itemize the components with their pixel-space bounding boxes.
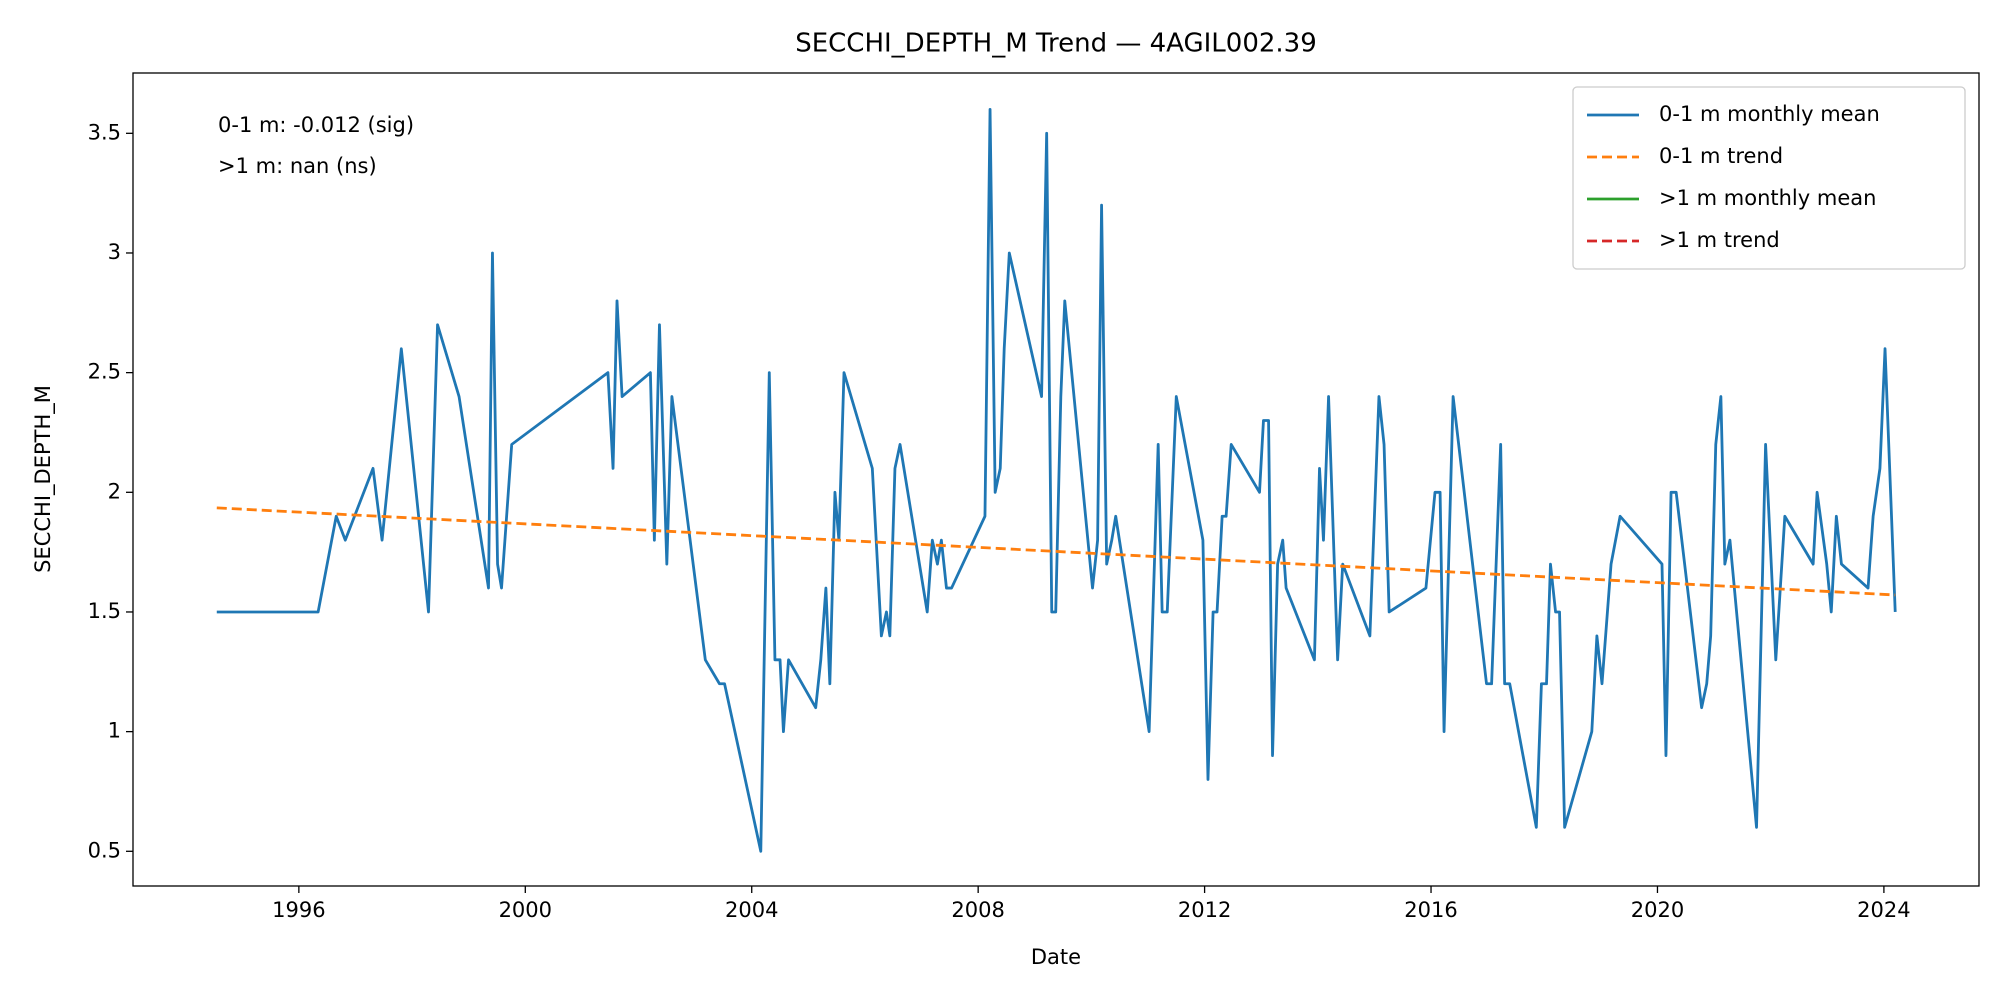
x-tick-label: 2008 (951, 898, 1004, 922)
annotation: 0-1 m: -0.012 (sig) (218, 113, 414, 137)
x-tick-label: 2020 (1631, 898, 1684, 922)
y-tick-label: 2.5 (88, 360, 121, 384)
x-tick-label: 2000 (499, 898, 552, 922)
y-tick-label: 3.5 (88, 120, 121, 144)
x-axis-label: Date (1031, 945, 1081, 969)
y-tick-label: 3 (108, 240, 121, 264)
legend-label: 0-1 m monthly mean (1659, 102, 1880, 126)
legend-label: >1 m trend (1659, 228, 1780, 252)
line-series (216, 506, 1896, 597)
axes-frame (132, 72, 1980, 887)
x-tick-label: 2012 (1178, 898, 1231, 922)
x-tick-label: 2004 (725, 898, 778, 922)
chart-title: SECCHI_DEPTH_M Trend — 4AGIL002.39 (795, 29, 1317, 59)
y-tick-label: 1.5 (88, 599, 121, 623)
x-tick-label: 2024 (1857, 898, 1910, 922)
legend-box (1572, 86, 1966, 270)
x-tick-label: 1996 (272, 898, 325, 922)
legend-label: >1 m monthly mean (1659, 186, 1876, 210)
line-series (216, 107, 1897, 853)
legend-label: 0-1 m trend (1659, 144, 1783, 168)
y-tick-label: 0.5 (88, 838, 121, 862)
y-tick-label: 2 (108, 479, 121, 503)
y-axis-label: SECCHI_DEPTH_M (31, 385, 56, 573)
annotation: >1 m: nan (ns) (218, 154, 377, 178)
y-tick-label: 1 (108, 719, 121, 743)
x-tick-label: 2016 (1404, 898, 1457, 922)
